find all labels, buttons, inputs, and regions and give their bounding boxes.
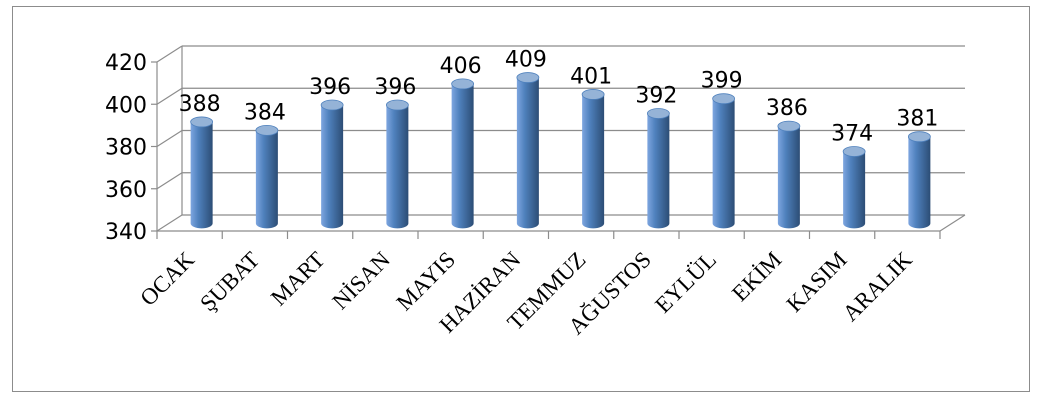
bar-top xyxy=(451,78,475,90)
bar-top xyxy=(255,124,279,136)
bar-top xyxy=(190,116,214,128)
bar-top xyxy=(516,72,540,83)
bar-body xyxy=(190,121,213,229)
bar-body xyxy=(712,98,735,229)
y-tick-label: 340 xyxy=(105,220,147,245)
x-tick-label: ARALIK xyxy=(838,247,917,326)
data-label: 401 xyxy=(570,64,612,89)
bar xyxy=(385,99,409,229)
y-axis-ticks: 340 360 380 400 420 xyxy=(105,51,147,245)
x-tick-label: EKİM xyxy=(727,247,786,306)
data-label: 396 xyxy=(309,75,351,100)
gridline-depth xyxy=(156,87,183,105)
bar xyxy=(451,78,475,229)
x-tick-label: ŞUBAT xyxy=(195,247,264,316)
data-label: 374 xyxy=(831,121,873,146)
floor-edge xyxy=(939,214,966,232)
bar-body xyxy=(843,151,866,229)
bar-top xyxy=(907,131,931,143)
bar xyxy=(842,146,866,229)
data-label: 392 xyxy=(635,83,677,108)
bar-top xyxy=(646,108,670,119)
bar-body xyxy=(386,105,409,229)
data-label: 396 xyxy=(374,75,416,100)
bar xyxy=(516,72,540,229)
bar xyxy=(777,120,801,229)
data-label: 409 xyxy=(505,48,547,73)
bar-body xyxy=(255,130,278,229)
x-tick-label: OCAK xyxy=(135,247,199,311)
bar xyxy=(320,99,344,229)
bar-top xyxy=(320,99,344,111)
x-tick-label: NİSAN xyxy=(328,247,396,315)
bar xyxy=(190,116,214,229)
y-tick-label: 380 xyxy=(105,136,147,161)
axes xyxy=(151,46,966,239)
bar xyxy=(907,131,931,229)
data-label: 381 xyxy=(896,107,938,132)
bar xyxy=(255,124,279,229)
data-labels: 388 384 396 396 406 409 401 392 399 386 374 381 xyxy=(179,48,939,147)
gridlines xyxy=(156,45,965,232)
bar-body xyxy=(321,105,344,229)
bar-body xyxy=(777,126,800,229)
bar-top xyxy=(712,93,736,105)
bar-body xyxy=(647,113,670,229)
y-tick-label: 420 xyxy=(105,51,147,76)
data-label: 384 xyxy=(244,100,286,125)
data-label: 388 xyxy=(179,92,221,117)
bar-top xyxy=(581,89,605,100)
bar-body xyxy=(451,83,474,229)
data-label: 386 xyxy=(766,96,808,121)
data-label: 399 xyxy=(701,69,743,94)
x-tick-label: MART xyxy=(266,247,330,311)
gridline-depth xyxy=(156,129,183,148)
gridline-depth xyxy=(156,214,183,232)
bar-top xyxy=(842,146,866,157)
gridline-depth xyxy=(156,172,183,190)
bar-body xyxy=(908,136,931,229)
y-tick-label: 400 xyxy=(105,93,147,118)
bar-body xyxy=(582,94,605,229)
data-label: 406 xyxy=(440,54,482,79)
bar-body xyxy=(516,77,539,229)
bars xyxy=(190,72,931,229)
gridline-depth xyxy=(156,45,183,63)
x-tick-label: EYLÜL xyxy=(650,247,721,318)
bar-top xyxy=(385,99,409,111)
y-tick-label: 360 xyxy=(105,178,147,203)
bar-top xyxy=(777,120,801,132)
bar xyxy=(581,89,605,229)
bar xyxy=(712,93,736,229)
bar xyxy=(646,108,670,229)
